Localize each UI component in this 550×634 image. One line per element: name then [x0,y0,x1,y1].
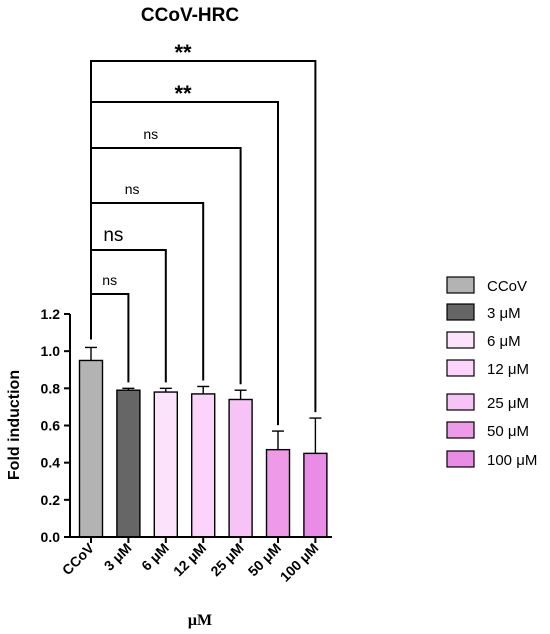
chart-title: CCoV-HRC [141,5,239,26]
bar-3 [190,393,216,538]
sig-bracket-1 [90,249,167,383]
legend-label-4: 25 μM [487,395,529,412]
bar-5 [265,448,291,538]
y-axis-label: Fold induction [6,370,23,480]
x-tick-label-6: 100 μM [277,540,322,585]
y-tick-label-6: 1.2 [41,306,61,322]
legend-swatch-1 [446,303,475,321]
legend-label-6: 100 μM [487,452,537,469]
x-tick-label-0: CCoV [59,539,98,578]
x-axis-label: μM [188,612,212,629]
legend-swatch-3 [446,359,475,377]
x-tick-label-2: 6 μM [138,540,172,574]
y-tick-label-0: 0.0 [41,529,61,545]
x-tick-label-4: 25 μM [207,540,246,579]
legend-label-1: 3 μM [487,305,521,322]
sig-label-5: ** [174,40,192,65]
y-tick-label-4: 0.8 [41,380,61,396]
legend-swatch-6 [446,450,475,468]
legend-label-2: 6 μM [487,333,521,350]
legend-swatch-4 [446,393,475,411]
legend-label-5: 50 μM [487,423,529,440]
significance-annotations: ns ns ns ns ** ** [90,40,317,426]
sig-bracket-2 [90,202,205,381]
y-tick-label-1: 0.2 [41,492,61,508]
legend-label-3: 12 μM [487,361,529,378]
sig-bracket-0 [90,293,130,383]
sig-label-3: ns [143,126,158,142]
sig-bracket-5 [90,60,317,413]
legend-swatch-5 [446,421,475,439]
sig-label-4: ** [174,81,192,106]
sig-bracket-4 [90,101,279,426]
x-tick-label-1: 3 μM [101,540,135,574]
legend-swatch-2 [446,331,475,349]
sig-label-0: ns [102,272,117,288]
legend-label-0: CCoV [487,278,527,295]
y-tick-label-3: 0.6 [41,418,61,434]
bar-6 [303,452,328,538]
y-tick-label-2: 0.4 [41,455,61,471]
legend-swatch-0 [446,276,475,294]
bar-1 [116,389,141,538]
sig-bracket-3 [90,147,242,385]
bar-0 [78,359,104,538]
x-tick-label-3: 12 μM [170,540,209,579]
legend: CCoV 3 μM 6 μM 12 μM 25 μM 50 μM 100 μM [446,276,537,469]
sig-label-1: ns [103,225,123,246]
sig-label-2: ns [125,181,140,197]
y-tick-label-5: 1.0 [41,343,61,359]
bar-2 [153,391,179,538]
bar-4 [228,398,253,538]
